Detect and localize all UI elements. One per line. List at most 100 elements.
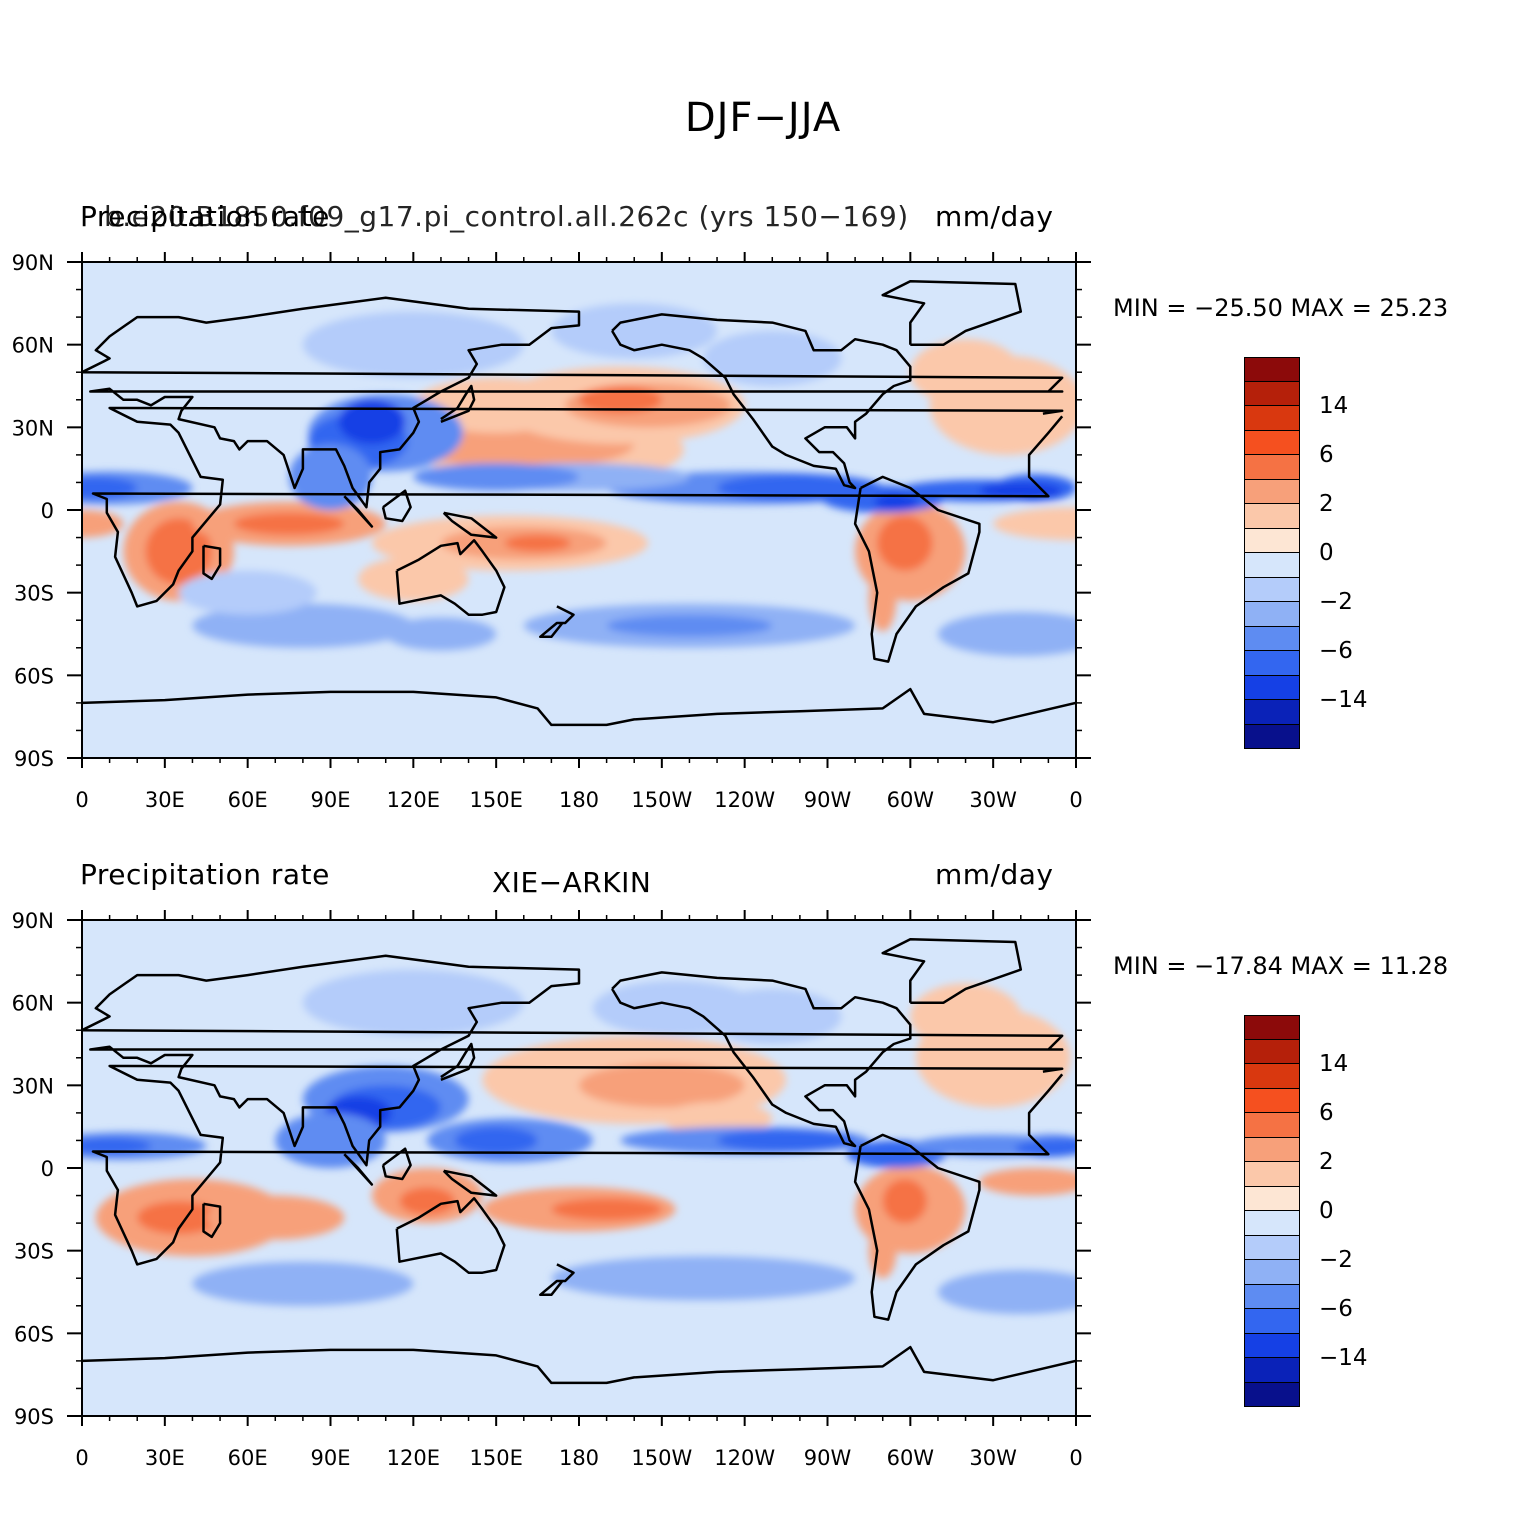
coastline (82, 1345, 1076, 1385)
lon-tick-label: 120W (714, 788, 775, 812)
coastline (442, 1169, 498, 1197)
anomaly-region (579, 386, 662, 414)
anomaly-region (606, 614, 773, 637)
anomaly-region (178, 570, 317, 615)
coastline (881, 280, 1023, 346)
lon-tick-label: 60W (887, 788, 935, 812)
colorbar-swatch (1244, 357, 1300, 382)
anomaly-region (192, 603, 414, 648)
coastline (91, 1064, 1064, 1266)
anomaly-region (82, 1137, 152, 1155)
colorbar-swatch (1244, 626, 1300, 651)
colorbar-swatch (1244, 700, 1300, 725)
coastline (91, 406, 1064, 608)
lat-tick-label: 30N (12, 416, 54, 440)
lon-tick-label: 150E (469, 1446, 522, 1470)
anomaly-region (717, 1129, 856, 1152)
colorbar-label: 14 (1319, 393, 1349, 419)
anomaly-region (413, 463, 579, 491)
coastline (539, 1263, 575, 1297)
colorbar-swatch (1244, 528, 1300, 553)
coastline (343, 495, 374, 528)
lat-tick-label: 60N (12, 992, 54, 1016)
colorbar-label: −14 (1319, 1345, 1368, 1371)
colorbar-swatch (1244, 406, 1300, 431)
coastline (395, 539, 506, 616)
map-field (82, 262, 1076, 758)
colorbar-label: 0 (1319, 1198, 1334, 1224)
lat-tick-label: 0 (41, 1157, 54, 1181)
panel-right-title: mm/day (935, 858, 1054, 891)
coastline (440, 384, 476, 423)
anomaly-region (192, 1261, 414, 1306)
anomaly-region (579, 1063, 745, 1108)
lon-tick-label: 30E (145, 788, 185, 812)
lat-tick-label: 90N (12, 251, 54, 275)
map-field (82, 920, 1076, 1416)
colorbar-swatch (1244, 1064, 1300, 1089)
lon-tick-label: 30E (145, 1446, 185, 1470)
lon-tick-label: 90W (804, 1446, 852, 1470)
colorbar-swatch (1244, 1088, 1300, 1113)
colorbar-label: −2 (1319, 589, 1353, 615)
lon-tick-label: 120W (714, 1446, 775, 1470)
colorbar-swatch (1244, 651, 1300, 676)
lat-tick-label: 0 (41, 499, 54, 523)
lon-tick-label: 90E (311, 1446, 351, 1470)
colorbar-label: −6 (1319, 1296, 1353, 1322)
colorbar-swatch (1244, 724, 1300, 749)
anomaly-region (882, 1179, 927, 1224)
lat-tick-label: 30S (14, 1240, 54, 1264)
lon-tick-label: 120E (387, 1446, 440, 1470)
coastline (82, 687, 1076, 727)
colorbar-swatch (1244, 1333, 1300, 1358)
anomaly-region (703, 330, 842, 387)
colorbar-swatch (1244, 1162, 1300, 1187)
colorbar-label: −6 (1319, 638, 1353, 664)
lat-tick-label: 60S (14, 1322, 54, 1346)
colorbar-label: 2 (1319, 1149, 1334, 1175)
colorbar-label: 6 (1319, 442, 1334, 468)
colorbar-label: −2 (1319, 1247, 1353, 1273)
colorbar-label: −14 (1319, 687, 1368, 713)
min-max-text: MIN = −25.50 MAX = 25.23 (1113, 294, 1449, 322)
coastline (202, 1202, 222, 1239)
lon-tick-label: 0 (75, 1446, 88, 1470)
colorbar-swatch (1244, 1260, 1300, 1285)
lon-tick-label: 150W (631, 788, 692, 812)
lon-tick-label: 0 (1069, 1446, 1082, 1470)
anomaly-region (137, 1201, 221, 1235)
colorbar-swatch (1244, 479, 1300, 504)
coastline (440, 1042, 476, 1081)
lon-tick-label: 150W (631, 1446, 692, 1470)
colorbar-swatch (1244, 1358, 1300, 1383)
colorbar-swatch (1244, 602, 1300, 627)
colorbar-swatch (1244, 381, 1300, 406)
coastline (343, 1153, 374, 1186)
anomaly-region (979, 1168, 1076, 1196)
lat-tick-label: 90S (14, 1405, 54, 1429)
lon-tick-label: 60E (228, 1446, 268, 1470)
colorbar-swatch (1244, 1015, 1300, 1040)
panel-right-title: mm/day (935, 200, 1054, 233)
lat-tick-label: 90S (14, 747, 54, 771)
anomaly-region (1015, 1140, 1076, 1157)
lon-tick-label: 0 (1069, 788, 1082, 812)
anomaly-region (302, 311, 524, 378)
lon-tick-label: 60W (887, 1446, 935, 1470)
lon-tick-label: 90W (804, 788, 852, 812)
colorbar-label: 14 (1319, 1051, 1349, 1077)
anomaly-region (233, 512, 345, 535)
anomaly-region (937, 1269, 1076, 1315)
colorbar-label: 0 (1319, 540, 1334, 566)
lon-tick-label: 180 (559, 1446, 599, 1470)
coastline (881, 938, 1023, 1004)
coastline (539, 605, 575, 639)
anomaly-region (551, 1256, 856, 1301)
anomaly-region (82, 510, 124, 538)
lat-tick-label: 60S (14, 664, 54, 688)
anomaly-region (454, 1126, 538, 1155)
min-max-text: MIN = −17.84 MAX = 11.28 (1113, 952, 1449, 980)
lat-tick-label: 30N (12, 1074, 54, 1098)
